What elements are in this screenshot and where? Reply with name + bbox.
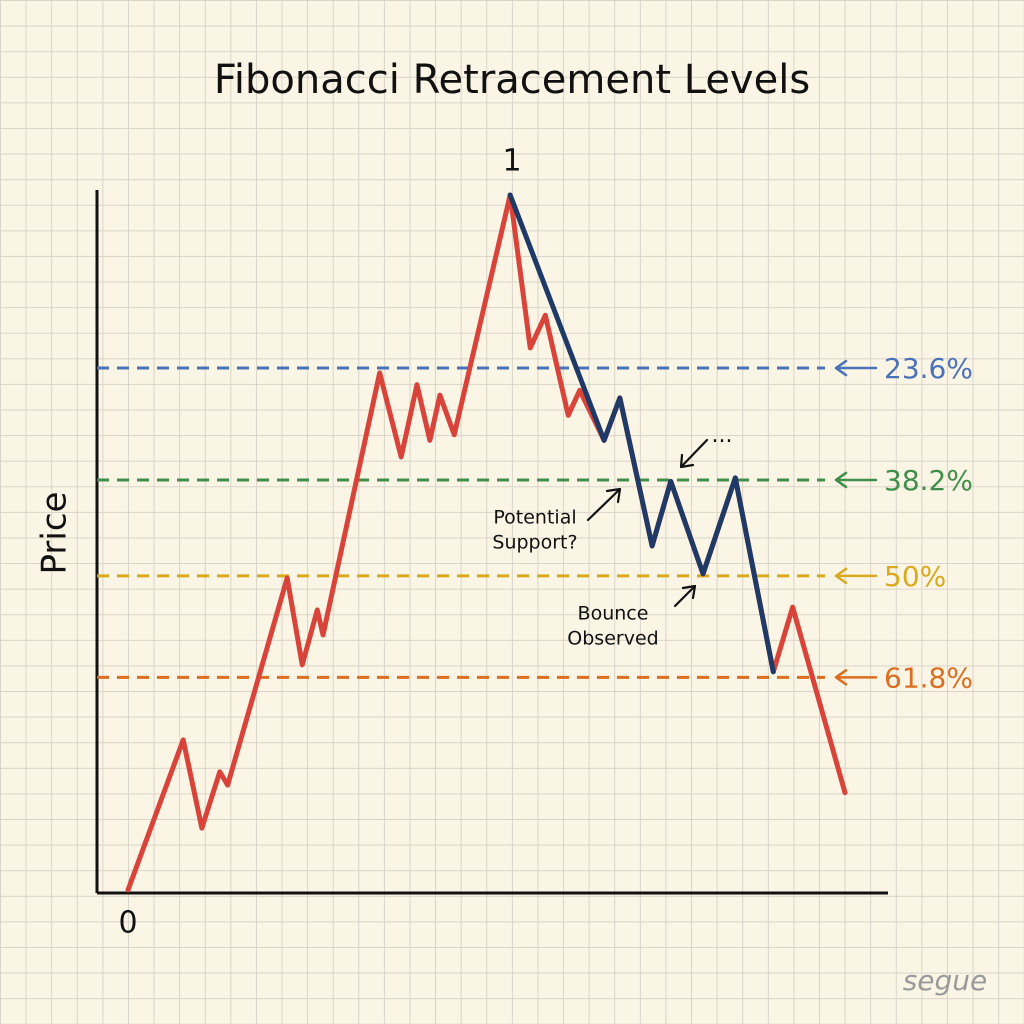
level-label: 38.2% <box>884 464 973 497</box>
peak-label: 1 <box>502 144 521 179</box>
price-line <box>125 192 848 893</box>
level-arrow <box>834 567 878 585</box>
arrow <box>679 438 709 469</box>
arrow <box>586 487 622 522</box>
watermark: segue <box>903 964 988 997</box>
level-label: 23.6% <box>884 352 973 385</box>
level-arrow <box>834 359 878 377</box>
annotation: Potential <box>493 507 576 529</box>
level-arrow <box>834 669 878 686</box>
annotation: Observed <box>567 628 658 650</box>
annotation-arrows <box>586 438 709 608</box>
chart-title: Fibonacci Retracement Levels <box>214 57 810 103</box>
y-axis-label: Price <box>35 492 75 575</box>
level-label: 61.8% <box>884 661 973 694</box>
price-line <box>507 192 776 675</box>
annotation: Bounce <box>578 603 649 625</box>
arrow <box>673 584 697 608</box>
level-label: 50% <box>884 560 946 593</box>
annotation: ... <box>712 423 733 448</box>
annotation: Support? <box>492 532 577 554</box>
start-label: 0 <box>118 906 137 941</box>
level-arrow <box>834 471 878 489</box>
